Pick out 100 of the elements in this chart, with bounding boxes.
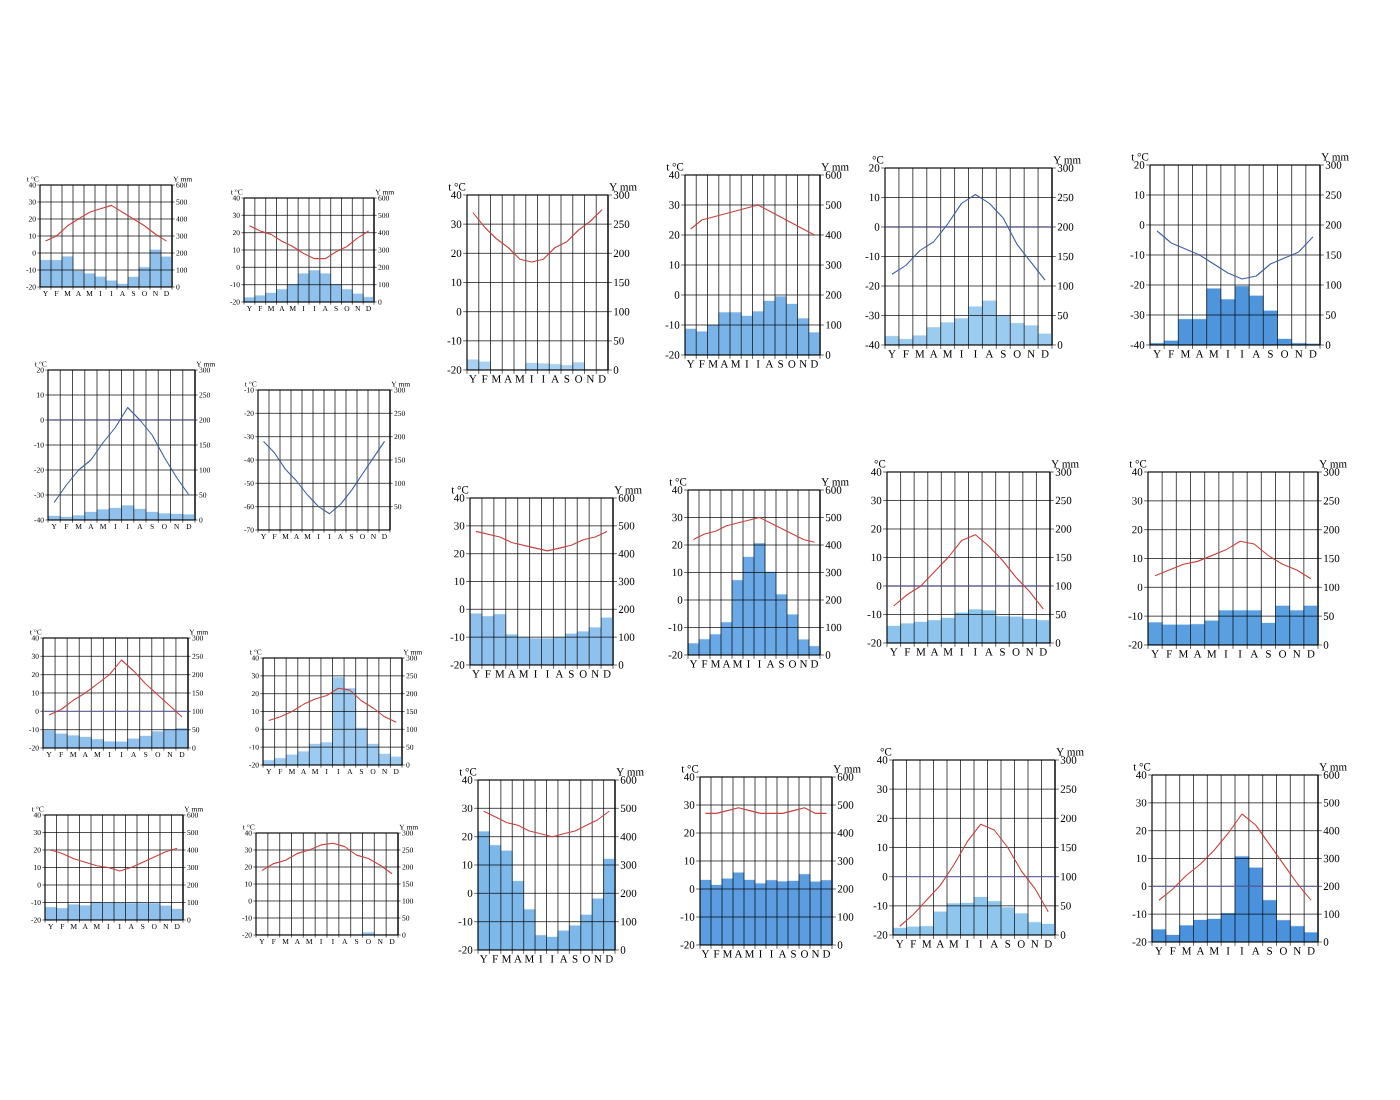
y2-tick-label: 0 — [1060, 931, 1066, 939]
y2-tick-label: 150 — [1061, 843, 1077, 852]
x-tick-label: O — [575, 375, 583, 383]
y-tick-label: 10 — [869, 193, 880, 202]
y-tick-label: -20 — [680, 941, 695, 949]
y-tick-label: -20 — [458, 946, 473, 954]
y2-axis-title: Y mm — [1321, 153, 1349, 161]
y-tick-label: -20 — [1132, 938, 1147, 946]
y2-tick-label: 200 — [825, 291, 842, 299]
x-tick-label: M — [916, 648, 926, 656]
y2-tick-label: 50 — [613, 337, 624, 345]
y-tick-label: -10 — [865, 252, 880, 261]
x-tick-label: A — [930, 648, 939, 656]
y2-tick-label: 200 — [1055, 525, 1072, 533]
x-tick-label: N — [1293, 650, 1301, 658]
y2-tick-label: 600 — [620, 776, 637, 784]
y2-tick-label: 400 — [837, 829, 854, 837]
y-tick-label: 40 — [683, 773, 695, 781]
y2-tick-label: 500 — [620, 804, 637, 813]
x-tick-label: A — [990, 940, 999, 948]
y2-tick-label: 0 — [1057, 341, 1063, 349]
x-tick-label: I — [550, 955, 554, 963]
x-tick-label: O — [582, 955, 590, 963]
y2-tick-label: 100 — [614, 307, 630, 316]
x-tick-label: I — [1224, 650, 1228, 658]
x-tick-label: O — [579, 670, 587, 678]
x-tick-label: A — [720, 360, 729, 368]
y-axis-title: °C — [874, 460, 886, 468]
y2-axis-title: Y mm — [616, 768, 644, 776]
x-tick-label: M — [949, 940, 959, 948]
x-tick-label: A — [766, 660, 775, 668]
x-tick-label: D — [1039, 648, 1047, 656]
x-tick-label: A — [514, 955, 522, 963]
x-tick-label: Y — [888, 350, 896, 358]
x-tick-label: Y — [479, 955, 488, 963]
x-tick-label: S — [1005, 940, 1011, 948]
x-tick-label: I — [979, 940, 983, 948]
x-tick-label: F — [1166, 650, 1172, 658]
y2-tick-label: 100 — [1056, 582, 1072, 590]
x-tick-label: D — [1307, 947, 1315, 955]
y2-tick-label: 300 — [613, 191, 630, 199]
x-tick-label: S — [572, 955, 578, 963]
x-tick-label: O — [788, 360, 796, 368]
x-tick-label: M — [943, 350, 953, 358]
x-tick-label: S — [1268, 350, 1273, 358]
y-tick-label: -20 — [865, 282, 880, 290]
y2-tick-label: 600 — [1323, 771, 1340, 779]
y2-tick-label: 400 — [618, 549, 635, 558]
y2-tick-label: 500 — [618, 522, 635, 530]
y-tick-label: 30 — [462, 804, 473, 813]
y-tick-label: 30 — [684, 801, 695, 809]
y2-tick-label: 300 — [1323, 854, 1340, 863]
y2-tick-label: 200 — [613, 249, 630, 258]
x-tick-label: A — [985, 648, 993, 656]
y2-axis-title: Y mm — [821, 478, 849, 486]
x-tick-label: A — [1196, 947, 1205, 955]
y-tick-label: -10 — [668, 623, 683, 632]
x-tick-label: D — [810, 360, 818, 368]
y-tick-label: 30 — [1132, 497, 1143, 505]
x-tick-label: M — [1178, 650, 1188, 658]
x-tick-label: S — [1266, 650, 1271, 658]
x-tick-label: D — [822, 950, 831, 958]
x-tick-label: Y — [1155, 947, 1163, 955]
y2-tick-label: 600 — [618, 494, 635, 502]
y-tick-label: 20 — [869, 164, 880, 172]
y2-tick-label: 150 — [1326, 251, 1342, 259]
x-tick-label: D — [1041, 350, 1049, 358]
x-tick-label: M — [1182, 947, 1192, 955]
y2-tick-label: 600 — [825, 486, 842, 494]
x-tick-label: A — [1252, 350, 1261, 358]
y-tick-label: 10 — [871, 553, 882, 562]
x-tick-label: Y — [701, 950, 710, 958]
y-tick-label: -20 — [665, 351, 680, 359]
y2-axis-title: Y mm — [1319, 763, 1347, 771]
x-tick-label: M — [943, 648, 953, 656]
y2-axis-title: Y mm — [1051, 460, 1079, 468]
x-tick-label: M — [1207, 650, 1217, 658]
x-tick-label: I — [973, 648, 977, 656]
x-tick-label: F — [481, 375, 488, 383]
x-tick-label: F — [701, 660, 708, 668]
y2-tick-label: 250 — [1055, 496, 1072, 505]
x-tick-label: Y — [1151, 650, 1159, 658]
y2-tick-label: 100 — [621, 917, 637, 926]
y2-tick-label: 50 — [1057, 311, 1068, 320]
y-tick-label: -10 — [1128, 612, 1143, 620]
y-tick-label: -20 — [447, 366, 462, 374]
y-tick-label: -10 — [1130, 251, 1145, 259]
y-tick-label: -30 — [865, 311, 880, 320]
x-tick-label: S — [568, 670, 574, 678]
y-tick-label: -30 — [1130, 311, 1145, 319]
y-tick-label: 20 — [684, 829, 695, 837]
y-tick-label: 30 — [451, 220, 462, 228]
x-tick-label: A — [504, 375, 513, 383]
y2-tick-label: 300 — [618, 577, 635, 586]
y2-tick-label: 300 — [620, 861, 637, 869]
y-axis-title: °C — [872, 156, 884, 164]
y2-tick-label: 100 — [838, 913, 854, 921]
y2-tick-label: 0 — [1323, 938, 1329, 946]
x-tick-label: A — [778, 950, 787, 958]
x-tick-label: M — [710, 660, 721, 668]
